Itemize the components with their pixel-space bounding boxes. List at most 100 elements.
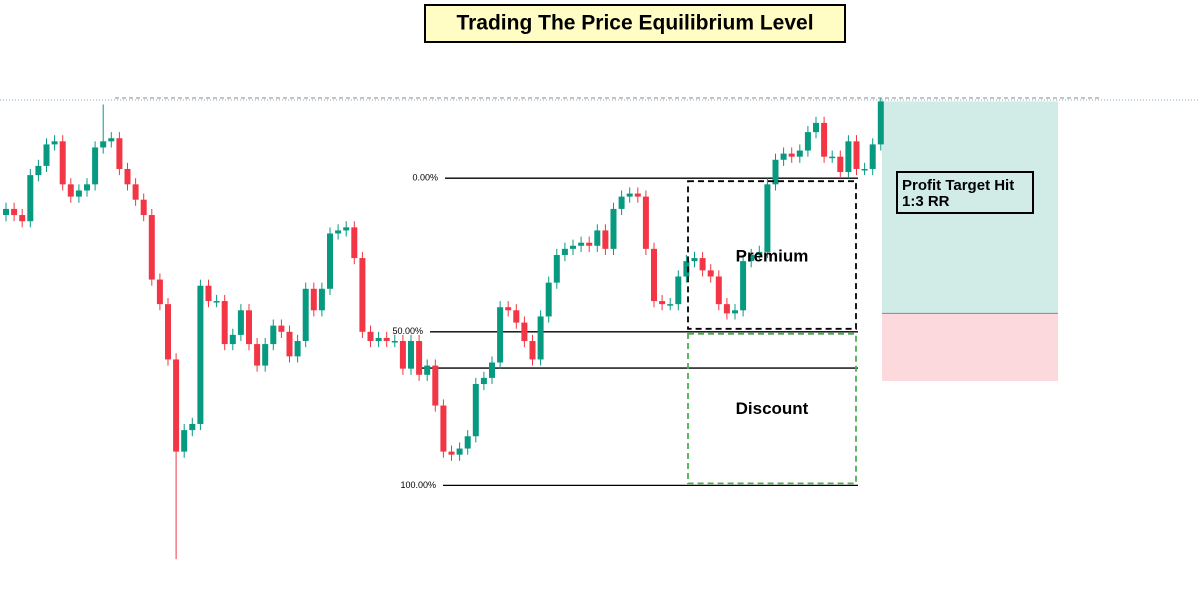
candle-body bbox=[521, 322, 528, 342]
candle-body bbox=[707, 270, 714, 277]
candle-body bbox=[570, 245, 576, 249]
fib-label: 0.00% bbox=[412, 173, 438, 183]
candle-body bbox=[84, 184, 90, 191]
candle-body bbox=[416, 341, 423, 375]
candle-body bbox=[845, 141, 852, 173]
candle-body bbox=[432, 365, 439, 406]
candle-body bbox=[424, 365, 431, 375]
candle-body bbox=[772, 159, 779, 185]
candle-body bbox=[221, 301, 228, 345]
candle-body bbox=[497, 307, 504, 363]
candle-body bbox=[796, 150, 803, 157]
fib-label: 100.00% bbox=[400, 480, 436, 490]
candle-body bbox=[877, 101, 884, 145]
candle-body bbox=[829, 156, 836, 159]
candle-body bbox=[156, 279, 163, 305]
candle-body bbox=[691, 258, 698, 262]
candle-body bbox=[594, 230, 601, 246]
candle-body bbox=[367, 331, 374, 342]
candle-body bbox=[715, 276, 722, 305]
target-label: 1:3 RR bbox=[902, 193, 950, 210]
candle-body bbox=[27, 175, 34, 222]
candle-body bbox=[246, 310, 252, 345]
candle-body bbox=[869, 144, 876, 169]
candle-body bbox=[327, 233, 333, 289]
candle-body bbox=[148, 215, 155, 280]
premium-label: Premium bbox=[736, 246, 809, 265]
candle-body bbox=[132, 184, 139, 200]
candle-body bbox=[626, 193, 633, 197]
candle-body bbox=[294, 341, 301, 357]
candle-body bbox=[124, 168, 131, 185]
candle-body bbox=[229, 334, 236, 345]
candle-body bbox=[464, 436, 471, 449]
candle-body bbox=[205, 285, 212, 302]
fib-label: 50.00% bbox=[392, 326, 423, 336]
candle-body bbox=[408, 341, 414, 369]
candle-body bbox=[440, 405, 447, 452]
candle-body bbox=[383, 337, 390, 342]
candle-body bbox=[537, 316, 544, 360]
premium-box bbox=[687, 180, 857, 330]
candle-body bbox=[254, 344, 261, 366]
candle-body bbox=[11, 208, 18, 216]
candle-body bbox=[578, 242, 585, 246]
candle-body bbox=[3, 208, 9, 216]
candle-body bbox=[165, 304, 171, 360]
candle-body bbox=[764, 184, 771, 252]
candle-body bbox=[529, 341, 536, 360]
candle-body bbox=[683, 261, 690, 277]
candle-body bbox=[561, 248, 568, 255]
candle-body bbox=[618, 196, 625, 209]
candle-body bbox=[181, 430, 188, 452]
candle-body bbox=[375, 337, 382, 342]
candle-body bbox=[310, 288, 317, 311]
candle-body bbox=[116, 138, 123, 169]
candle-body bbox=[286, 331, 293, 357]
candle-body bbox=[67, 184, 74, 197]
candle-body bbox=[108, 138, 115, 142]
candle-body bbox=[343, 227, 350, 231]
candle-body bbox=[756, 251, 763, 255]
stop-zone bbox=[882, 313, 1058, 381]
candle-body bbox=[472, 384, 479, 437]
candle-body bbox=[780, 153, 787, 160]
candle-body bbox=[667, 304, 674, 306]
candle-body bbox=[489, 362, 495, 378]
target-label: Profit Target Hit bbox=[902, 177, 1014, 194]
candle-body bbox=[351, 227, 358, 259]
candle-body bbox=[586, 242, 593, 246]
candle-body bbox=[318, 288, 325, 311]
candle-body bbox=[813, 122, 819, 133]
candle-body bbox=[837, 156, 844, 173]
candle-body bbox=[213, 301, 220, 303]
candle-body bbox=[699, 258, 706, 271]
candle-body bbox=[359, 258, 366, 332]
candle-body bbox=[723, 304, 730, 314]
candle-body bbox=[861, 168, 868, 171]
candle-body bbox=[448, 451, 455, 455]
candle-body bbox=[610, 208, 617, 249]
candle-body bbox=[513, 310, 520, 323]
candle-body bbox=[335, 230, 342, 234]
candle-body bbox=[302, 288, 309, 342]
candle-body bbox=[19, 215, 26, 222]
candle-body bbox=[399, 341, 406, 369]
candle-body bbox=[278, 325, 285, 332]
candle-body bbox=[480, 377, 487, 385]
candle-body bbox=[853, 141, 860, 169]
candle-body bbox=[804, 132, 811, 151]
candle-body bbox=[59, 141, 66, 185]
candle-body bbox=[75, 190, 82, 197]
candle-body bbox=[659, 301, 666, 305]
candle-body bbox=[391, 341, 398, 343]
title-box bbox=[424, 4, 846, 43]
candle-body bbox=[173, 359, 180, 452]
candle-body bbox=[100, 141, 107, 148]
candle-body bbox=[35, 165, 42, 176]
candle-body bbox=[189, 423, 196, 431]
candle-body bbox=[262, 344, 269, 366]
candle-body bbox=[788, 153, 795, 157]
candle-body bbox=[92, 147, 99, 185]
